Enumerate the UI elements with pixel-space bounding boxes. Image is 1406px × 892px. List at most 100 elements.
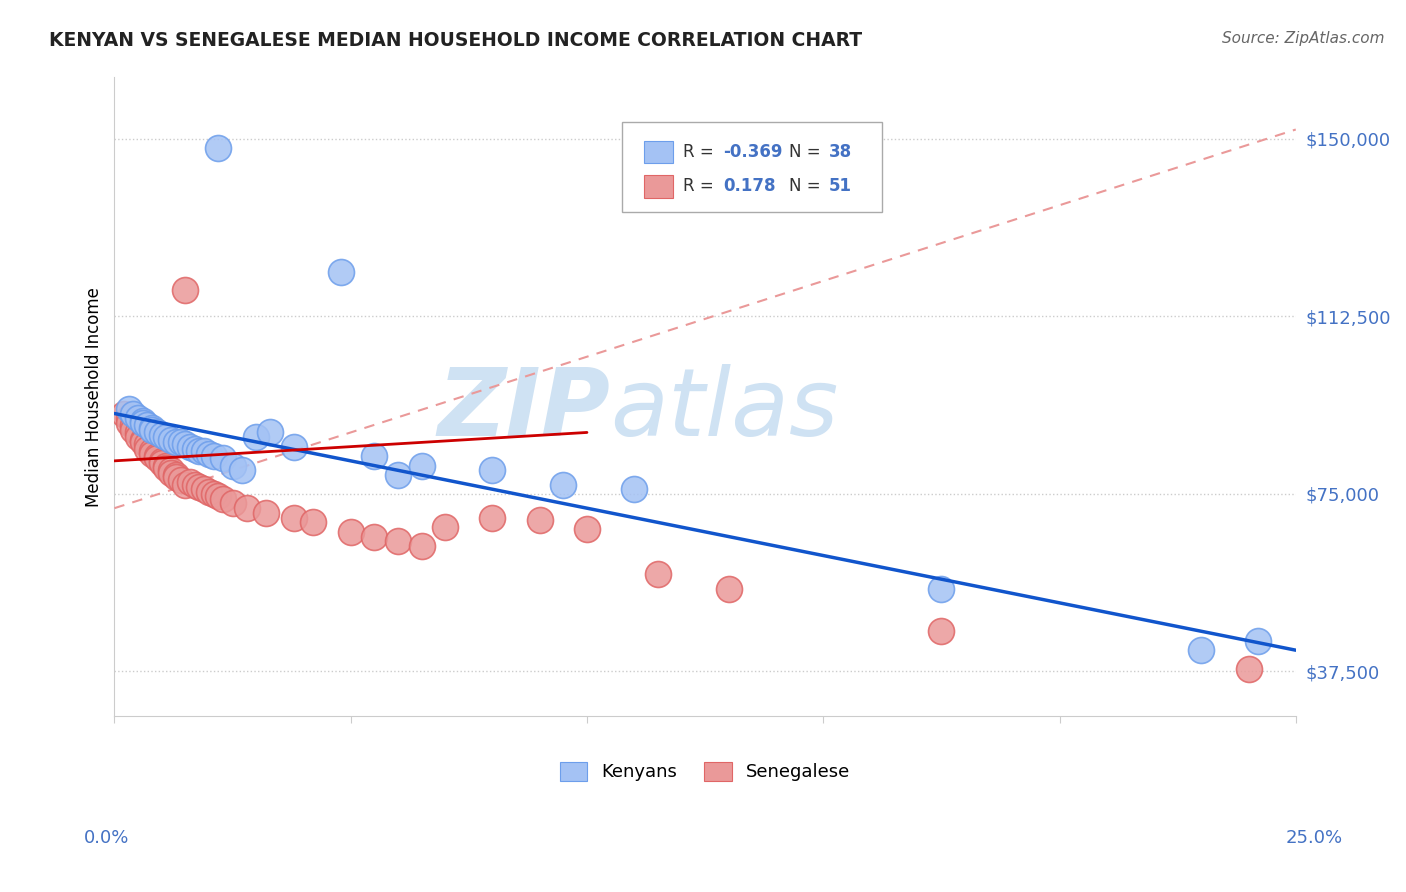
Point — [141, 423, 163, 437]
Point — [575, 523, 598, 537]
Point — [132, 416, 155, 430]
Text: R =: R = — [683, 178, 718, 195]
Point — [481, 510, 503, 524]
Point — [165, 434, 187, 449]
Point — [136, 437, 159, 451]
Point — [623, 482, 645, 496]
Point — [155, 461, 177, 475]
Point — [165, 470, 187, 484]
Legend: Kenyans, Senegalese: Kenyans, Senegalese — [551, 753, 859, 790]
Point — [231, 463, 253, 477]
Point — [136, 418, 159, 433]
Point — [188, 444, 211, 458]
Point — [259, 425, 281, 440]
Y-axis label: Median Household Income: Median Household Income — [86, 287, 103, 507]
Point — [146, 449, 169, 463]
Text: atlas: atlas — [610, 364, 839, 455]
Point — [529, 513, 551, 527]
FancyBboxPatch shape — [644, 141, 673, 163]
Point — [1247, 633, 1270, 648]
Point — [207, 141, 229, 155]
Point — [339, 524, 361, 539]
Point — [155, 430, 177, 444]
Point — [122, 423, 145, 437]
Point — [150, 456, 173, 470]
Text: KENYAN VS SENEGALESE MEDIAN HOUSEHOLD INCOME CORRELATION CHART: KENYAN VS SENEGALESE MEDIAN HOUSEHOLD IN… — [49, 31, 862, 50]
Point — [411, 539, 433, 553]
Point — [174, 284, 197, 298]
Point — [553, 477, 575, 491]
Point — [136, 442, 159, 456]
Point — [127, 430, 149, 444]
Point — [212, 491, 235, 506]
Point — [202, 487, 225, 501]
Point — [198, 484, 221, 499]
FancyBboxPatch shape — [644, 175, 673, 197]
Point — [169, 434, 191, 449]
Point — [117, 401, 139, 416]
Point — [387, 468, 409, 483]
Point — [931, 582, 953, 596]
Point — [117, 411, 139, 425]
Point — [202, 449, 225, 463]
Point — [207, 489, 229, 503]
Point — [245, 430, 267, 444]
Point — [112, 407, 135, 421]
Point — [193, 444, 215, 458]
Text: 25.0%: 25.0% — [1286, 829, 1343, 847]
Point — [363, 530, 385, 544]
Point — [330, 264, 353, 278]
Point — [179, 440, 201, 454]
Point — [117, 416, 139, 430]
Point — [1237, 662, 1260, 676]
Point — [174, 477, 197, 491]
Point — [174, 437, 197, 451]
Point — [141, 421, 163, 435]
Text: Source: ZipAtlas.com: Source: ZipAtlas.com — [1222, 31, 1385, 46]
Point — [160, 433, 183, 447]
Point — [179, 475, 201, 490]
Point — [363, 449, 385, 463]
Point — [132, 414, 155, 428]
Point — [169, 473, 191, 487]
Point — [146, 451, 169, 466]
Point — [122, 407, 145, 421]
Point — [150, 427, 173, 442]
Point — [254, 506, 277, 520]
Text: 0.0%: 0.0% — [84, 829, 129, 847]
Point — [127, 411, 149, 425]
Point — [283, 510, 305, 524]
Point — [221, 496, 243, 510]
Point — [434, 520, 457, 534]
Point — [184, 477, 207, 491]
Point — [411, 458, 433, 473]
Point — [155, 458, 177, 473]
FancyBboxPatch shape — [623, 122, 883, 211]
Point — [160, 463, 183, 477]
Point — [165, 468, 187, 483]
Text: 0.178: 0.178 — [723, 178, 775, 195]
Point — [122, 418, 145, 433]
Point — [221, 458, 243, 473]
Point — [481, 463, 503, 477]
Point — [212, 451, 235, 466]
Point — [146, 425, 169, 440]
Point — [141, 447, 163, 461]
Point — [931, 624, 953, 639]
Point — [132, 433, 155, 447]
Point — [198, 447, 221, 461]
Point — [193, 482, 215, 496]
Text: ZIP: ZIP — [437, 364, 610, 456]
Point — [1189, 643, 1212, 657]
Text: 38: 38 — [830, 143, 852, 161]
Point — [387, 534, 409, 549]
Text: -0.369: -0.369 — [723, 143, 782, 161]
Point — [184, 442, 207, 456]
Point — [160, 466, 183, 480]
Point — [132, 434, 155, 449]
Point — [302, 516, 325, 530]
Point — [647, 567, 669, 582]
Point — [717, 582, 740, 596]
Point — [150, 454, 173, 468]
Text: 51: 51 — [830, 178, 852, 195]
